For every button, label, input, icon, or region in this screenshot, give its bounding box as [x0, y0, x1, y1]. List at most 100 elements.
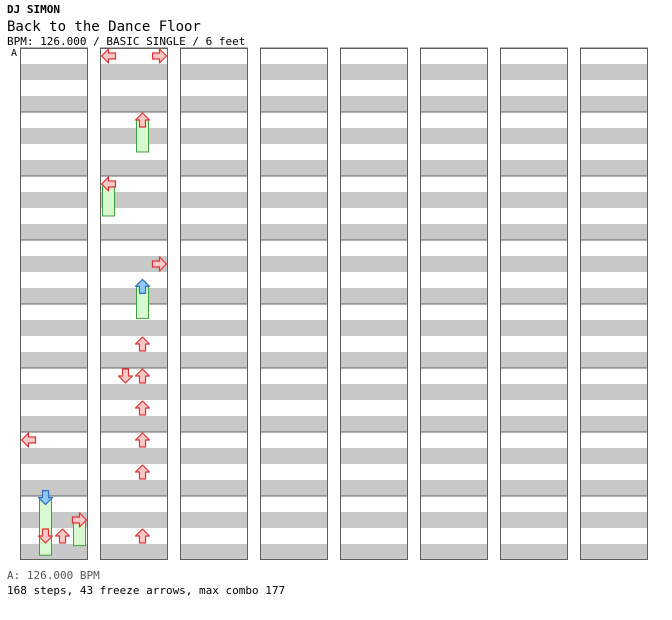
beat-stripe — [20, 320, 88, 336]
beat-stripe — [260, 128, 328, 144]
arrow-glyph — [134, 400, 151, 416]
up-arrow — [134, 432, 151, 448]
beat-stripe — [420, 160, 488, 176]
beat-stripe — [260, 320, 328, 336]
beat-stripe — [340, 128, 408, 144]
beat-stripe — [500, 544, 568, 560]
up-arrow — [134, 528, 151, 544]
beat-stripe — [100, 256, 168, 272]
beat-stripe — [260, 96, 328, 112]
beat-stripe — [580, 480, 648, 496]
beat-stripe — [180, 96, 248, 112]
beat-stripe — [180, 192, 248, 208]
beat-stripe — [20, 544, 88, 560]
beat-stripe — [580, 160, 648, 176]
left-arrow — [100, 176, 117, 192]
right-arrow — [71, 512, 88, 528]
beat-stripe — [180, 416, 248, 432]
beat-stripe — [340, 160, 408, 176]
beat-stripe — [180, 256, 248, 272]
beat-stripe — [180, 512, 248, 528]
beat-stripe — [500, 288, 568, 304]
chart-columns — [20, 47, 648, 560]
arrow-glyph — [134, 278, 151, 294]
up-arrow — [54, 528, 71, 544]
beat-stripe — [100, 416, 168, 432]
up-arrow — [134, 336, 151, 352]
beat-stripe — [20, 192, 88, 208]
beat-stripe — [340, 352, 408, 368]
up-arrow — [134, 368, 151, 384]
beat-stripe — [340, 224, 408, 240]
beat-stripe — [100, 96, 168, 112]
arrow-glyph — [134, 432, 151, 448]
beat-stripe — [100, 544, 168, 560]
chart-column — [580, 47, 648, 560]
footer-bpm: A: 126.000 BPM — [7, 569, 100, 582]
beat-stripe — [180, 384, 248, 400]
column-border — [20, 48, 88, 560]
chart-column — [100, 47, 168, 560]
arrow-glyph — [134, 464, 151, 480]
beat-stripe — [340, 544, 408, 560]
beat-stripe — [500, 96, 568, 112]
beat-stripe — [420, 352, 488, 368]
beat-stripe — [100, 384, 168, 400]
beat-stripe — [180, 160, 248, 176]
beat-stripe — [420, 544, 488, 560]
beat-stripe — [260, 288, 328, 304]
beat-stripe — [420, 480, 488, 496]
beat-stripe — [420, 384, 488, 400]
beat-stripe — [580, 96, 648, 112]
beat-stripe — [500, 384, 568, 400]
beat-stripe — [180, 288, 248, 304]
beat-stripe — [340, 288, 408, 304]
beat-stripe — [20, 384, 88, 400]
beat-stripe — [100, 64, 168, 80]
beat-stripe — [420, 224, 488, 240]
beat-stripe — [500, 320, 568, 336]
beat-stripe — [500, 128, 568, 144]
arrow-glyph — [37, 528, 54, 544]
up-arrow — [134, 400, 151, 416]
chart-column — [180, 47, 248, 560]
beat-stripe — [20, 352, 88, 368]
beat-stripe — [100, 224, 168, 240]
arrow-glyph — [151, 48, 168, 64]
freeze-bar — [39, 497, 52, 556]
beat-stripe — [100, 352, 168, 368]
chart-column — [20, 47, 88, 560]
column-border — [100, 48, 168, 560]
beat-stripe — [260, 352, 328, 368]
down-arrow — [37, 490, 54, 506]
beat-stripe — [20, 416, 88, 432]
beat-stripe — [20, 288, 88, 304]
beat-stripe — [580, 544, 648, 560]
column-border — [420, 48, 488, 560]
beat-stripe — [20, 480, 88, 496]
beat-stripe — [420, 320, 488, 336]
beat-stripe — [180, 224, 248, 240]
arrow-glyph — [71, 512, 88, 528]
arrow-glyph — [134, 368, 151, 384]
beat-stripe — [180, 448, 248, 464]
beat-stripe — [20, 224, 88, 240]
beat-stripe — [500, 64, 568, 80]
beat-stripe — [260, 480, 328, 496]
left-arrow — [100, 48, 117, 64]
beat-stripe — [20, 160, 88, 176]
artist-name: DJ SIMON — [7, 3, 60, 16]
beat-stripe — [580, 352, 648, 368]
beat-stripe — [260, 416, 328, 432]
beat-stripe — [20, 512, 88, 528]
beat-stripe — [500, 224, 568, 240]
beat-stripe — [180, 544, 248, 560]
beat-stripe — [100, 512, 168, 528]
footer-stats: 168 steps, 43 freeze arrows, max combo 1… — [7, 584, 286, 597]
beat-stripe — [20, 448, 88, 464]
left-arrow — [20, 432, 37, 448]
bpm-marker-label: A — [11, 48, 17, 59]
beat-stripe — [180, 128, 248, 144]
arrow-glyph — [134, 336, 151, 352]
